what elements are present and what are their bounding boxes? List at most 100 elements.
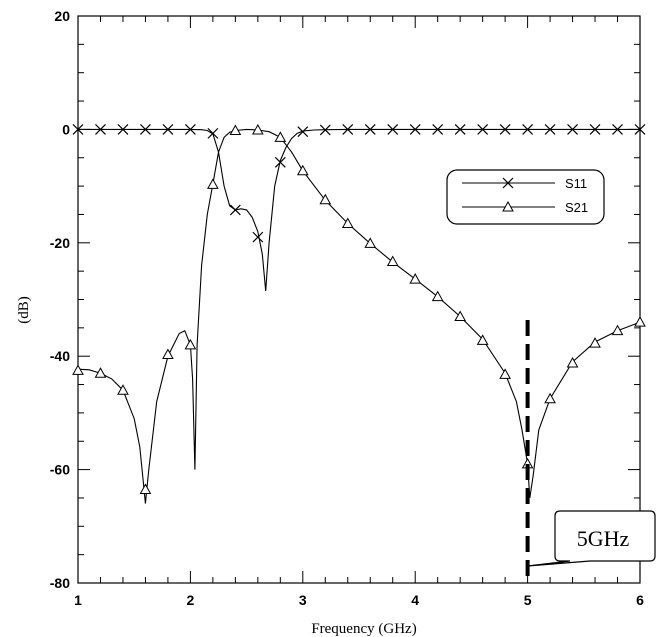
cross-stroke bbox=[229, 204, 241, 216]
cross-stroke bbox=[522, 123, 534, 135]
data-point-s11 bbox=[319, 124, 331, 136]
cross-stroke bbox=[297, 126, 309, 138]
y-tick-label: -40 bbox=[50, 348, 70, 364]
data-point-s21 bbox=[139, 483, 152, 494]
callout-bubble bbox=[527, 510, 656, 567]
cross-stroke bbox=[162, 123, 174, 135]
series-s11 bbox=[72, 123, 646, 292]
data-point-s21 bbox=[296, 164, 309, 176]
cross-stroke bbox=[544, 123, 556, 135]
series-layer bbox=[72, 123, 646, 583]
data-point-s11 bbox=[522, 123, 534, 135]
data-point-s21 bbox=[341, 217, 354, 229]
cross-stroke bbox=[612, 123, 623, 135]
cross-stroke bbox=[207, 127, 219, 139]
cross-stroke bbox=[589, 123, 601, 135]
legend-item-s11: S11 bbox=[462, 176, 587, 191]
data-point-s21 bbox=[274, 131, 287, 142]
data-point-s11 bbox=[342, 123, 354, 135]
data-point-s21 bbox=[476, 334, 489, 345]
data-point-s21 bbox=[229, 124, 242, 136]
x-tick-label: 3 bbox=[299, 592, 307, 608]
x-axis-title: Frequency (GHz) bbox=[311, 621, 416, 637]
data-point-s21 bbox=[454, 310, 467, 322]
data-point-s11 bbox=[454, 123, 466, 135]
cross-stroke bbox=[319, 124, 331, 136]
y-tick-label: -60 bbox=[50, 462, 70, 478]
data-point-s11 bbox=[364, 123, 376, 135]
data-point-s21 bbox=[184, 338, 197, 350]
data-point-s11 bbox=[184, 123, 196, 135]
data-point-s21 bbox=[117, 384, 129, 395]
data-point-s21 bbox=[251, 123, 264, 135]
cross-stroke bbox=[502, 177, 514, 189]
data-point-s11 bbox=[207, 127, 219, 139]
cross-stroke bbox=[274, 156, 286, 168]
x-tick-label: 1 bbox=[74, 592, 82, 608]
x-tick-label: 2 bbox=[187, 592, 195, 608]
cross-stroke bbox=[567, 123, 578, 135]
data-point-s11 bbox=[297, 126, 309, 138]
y-tick-label: -80 bbox=[50, 575, 70, 591]
cross-stroke bbox=[184, 123, 196, 135]
plot-frame bbox=[77, 15, 641, 584]
data-point-s11 bbox=[117, 123, 129, 135]
legend-label: S21 bbox=[565, 200, 588, 215]
cross-stroke bbox=[634, 123, 646, 135]
cross-stroke bbox=[342, 123, 354, 135]
data-point-s11 bbox=[567, 123, 578, 135]
x-tick-label: 6 bbox=[636, 592, 644, 608]
y-axis-title: (dB) bbox=[16, 296, 32, 324]
cross-stroke bbox=[252, 231, 264, 243]
cross-stroke bbox=[140, 123, 151, 135]
data-point-s21 bbox=[72, 364, 84, 375]
y-tick-label: -20 bbox=[50, 235, 70, 251]
y-tick-label: 20 bbox=[54, 8, 70, 24]
data-point-s21 bbox=[409, 273, 422, 284]
data-point-s11 bbox=[162, 123, 174, 135]
cross-stroke bbox=[387, 123, 399, 135]
data-point-s11 bbox=[634, 123, 646, 135]
axes: 1 2 3 4 5 6 20 0 -20 -40 -60 -80 bbox=[50, 8, 644, 608]
data-point-s11 bbox=[612, 123, 623, 135]
data-point-s11 bbox=[140, 123, 151, 135]
data-point-s21 bbox=[162, 348, 174, 359]
data-point-s21 bbox=[364, 237, 377, 248]
cross-stroke bbox=[364, 123, 376, 135]
data-point-s21 bbox=[431, 290, 444, 302]
legend-marker bbox=[502, 177, 514, 189]
data-point-s11 bbox=[95, 123, 106, 135]
data-point-s21 bbox=[319, 193, 332, 205]
data-point-s21 bbox=[589, 337, 601, 348]
series-line-s11 bbox=[78, 128, 640, 292]
data-point-s11 bbox=[387, 123, 399, 135]
cross-stroke bbox=[72, 123, 84, 135]
legend-marker bbox=[502, 200, 514, 212]
data-point-s11 bbox=[252, 231, 264, 243]
data-point-s21 bbox=[634, 316, 646, 327]
legend-label: S11 bbox=[565, 176, 587, 191]
cross-stroke bbox=[477, 123, 489, 135]
data-point-s21 bbox=[499, 368, 511, 379]
cross-stroke bbox=[499, 123, 511, 135]
legend: S11 S21 bbox=[446, 169, 605, 225]
cross-stroke bbox=[454, 123, 466, 135]
data-point-s21 bbox=[566, 356, 579, 368]
data-point-s11 bbox=[229, 204, 241, 216]
data-point-s11 bbox=[544, 123, 556, 135]
cross-stroke bbox=[432, 123, 444, 135]
data-point-s21 bbox=[94, 367, 107, 378]
cross-stroke bbox=[95, 123, 106, 135]
cross-stroke bbox=[409, 123, 421, 135]
data-point-s21 bbox=[207, 178, 219, 189]
data-point-s11 bbox=[274, 156, 286, 168]
x-tick-label: 4 bbox=[411, 592, 419, 608]
data-point-s11 bbox=[589, 123, 601, 135]
data-point-s11 bbox=[499, 123, 511, 135]
data-point-s21 bbox=[611, 324, 624, 336]
data-point-s11 bbox=[477, 123, 489, 135]
callout: 5GHz bbox=[527, 510, 656, 567]
data-point-s21 bbox=[386, 255, 399, 267]
data-point-s11 bbox=[432, 123, 444, 135]
